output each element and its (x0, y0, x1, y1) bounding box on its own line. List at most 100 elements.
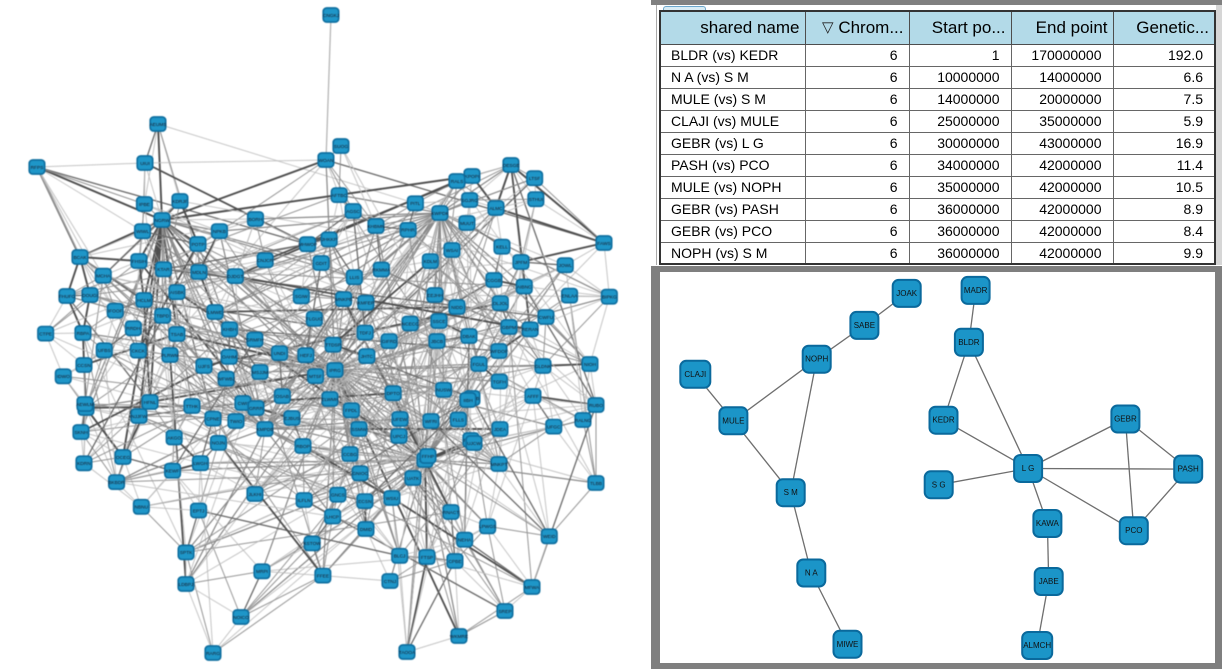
svg-text:WKMRE: WKMRE (450, 634, 468, 640)
svg-text:SREP: SREP (498, 609, 511, 615)
svg-text:JBCB: JBCB (431, 339, 443, 345)
svg-text:BCAK: BCAK (73, 255, 87, 261)
svg-text:RALNG: RALNG (575, 418, 592, 424)
svg-text:OLJOL: OLJOL (493, 301, 509, 307)
svg-text:L G: L G (1022, 464, 1035, 473)
svg-text:CKCK: CKCK (132, 348, 146, 354)
svg-text:WSAI: WSAI (446, 248, 458, 254)
svg-text:NPKB: NPKB (213, 229, 226, 235)
svg-text:DJDGT: DJDGT (227, 274, 243, 280)
svg-text:KHBH: KHBH (223, 327, 237, 333)
svg-text:TAOOA: TAOOA (399, 650, 416, 656)
svg-text:HEFJ: HEFJ (300, 353, 313, 359)
svg-text:RARG: RARG (206, 651, 220, 657)
svg-text:CWFU: CWFU (539, 315, 554, 321)
svg-text:WOAN: WOAN (319, 158, 334, 164)
svg-text:RUBO: RUBO (589, 403, 603, 409)
svg-text:CCSN: CCSN (77, 363, 91, 369)
svg-text:UJFS: UJFS (198, 364, 210, 370)
svg-text:NUSW: NUSW (436, 388, 451, 394)
svg-text:DPTO: DPTO (387, 391, 401, 397)
svg-text:UFEW: UFEW (393, 417, 408, 423)
svg-text:LDBPJ: LDBPJ (179, 582, 195, 588)
svg-text:JLKHI: JLKHI (248, 492, 261, 498)
svg-text:KELL: KELL (496, 245, 508, 251)
svg-text:TTDSP: TTDSP (325, 343, 341, 349)
svg-text:SGJRG: SGJRG (461, 198, 478, 204)
svg-text:MIWE: MIWE (837, 640, 859, 649)
svg-text:MULE: MULE (722, 416, 744, 425)
svg-text:GLDNK: GLDNK (535, 364, 552, 370)
svg-text:CNGKJ: CNGKJ (323, 13, 340, 19)
svg-text:MRPI: MRPI (256, 569, 268, 575)
svg-text:FLLS: FLLS (453, 417, 464, 423)
svg-text:BORH: BORH (248, 217, 262, 223)
svg-text:ECSN: ECSN (358, 499, 372, 505)
svg-text:JABE: JABE (1039, 577, 1059, 586)
svg-text:WFDOF: WFDOF (490, 349, 508, 355)
svg-text:OCEG: OCEG (116, 455, 130, 461)
svg-text:GRMFH: GRMFH (246, 337, 264, 343)
svg-text:BLDR: BLDR (958, 338, 980, 347)
svg-text:FFEE: FFEE (317, 573, 329, 579)
svg-text:AKGO: AKGO (167, 435, 181, 441)
svg-text:HFNL: HFNL (144, 400, 157, 406)
svg-text:JOAK: JOAK (896, 289, 918, 298)
svg-text:UPCJ: UPCJ (393, 434, 406, 440)
svg-text:KAWA: KAWA (1036, 519, 1060, 528)
svg-text:MADR: MADR (964, 286, 988, 295)
svg-text:OESGE: OESGE (502, 163, 519, 169)
svg-text:IFOOF: IFOOF (108, 309, 123, 315)
svg-text:LHCP: LHCP (326, 514, 339, 520)
svg-text:NEHA: NEHA (458, 538, 472, 544)
svg-text:NOJN: NOJN (212, 441, 226, 447)
svg-text:SABE: SABE (854, 321, 875, 330)
svg-text:WSIU: WSIU (386, 496, 399, 502)
svg-text:KHBMN: KHBMN (367, 224, 385, 230)
svg-text:GBPM: GBPM (502, 325, 516, 331)
svg-text:LWGH: LWGH (193, 461, 208, 467)
svg-text:ALMC: ALMC (489, 206, 503, 212)
svg-text:CCBG: CCBG (343, 452, 357, 458)
svg-text:ENLAA: ENLAA (562, 293, 579, 299)
svg-text:DMID: DMID (360, 527, 373, 533)
svg-text:FLGUG: FLGUG (306, 317, 323, 323)
svg-text:FPDL: FPDL (345, 408, 358, 414)
svg-text:LMWE: LMWE (208, 310, 222, 316)
svg-text:RFPS: RFPS (31, 165, 44, 171)
svg-text:CTPE: CTPE (39, 331, 52, 337)
svg-text:SSMW: SSMW (352, 427, 367, 433)
svg-text:NOPH: NOPH (805, 355, 828, 364)
svg-text:EPTJ: EPTJ (193, 508, 205, 514)
svg-text:AFTBC: AFTBC (331, 193, 347, 199)
svg-text:GNIOC: GNIOC (352, 471, 368, 477)
svg-text:RBPA: RBPA (77, 331, 91, 337)
svg-text:NCECC: NCECC (402, 321, 420, 327)
svg-text:RPHR: RPHR (401, 228, 415, 234)
svg-text:RKMMA: RKMMA (372, 267, 391, 273)
svg-text:FHSIH: FHSIH (132, 259, 147, 265)
svg-text:MCHA: MCHA (96, 274, 111, 280)
svg-text:GEBR: GEBR (1114, 415, 1137, 424)
svg-text:TBPD: TBPD (156, 314, 169, 320)
svg-text:KDLM: KDLM (424, 259, 437, 265)
svg-text:RBOP: RBOP (296, 444, 310, 450)
svg-text:OAHM: OAHM (222, 355, 236, 361)
svg-text:IDWO: IDWO (57, 374, 70, 380)
svg-text:FTSP: FTSP (421, 555, 433, 561)
svg-text:KMFEP: KMFEP (358, 301, 375, 307)
svg-text:CPNE: CPNE (206, 416, 219, 422)
svg-text:IIBH: IIBH (463, 398, 473, 404)
svg-text:ILFLN: ILFLN (298, 498, 312, 504)
svg-text:RALS: RALS (451, 179, 464, 185)
svg-text:AISBK: AISBK (170, 290, 185, 296)
svg-text:DBAK: DBAK (462, 334, 476, 340)
svg-text:SGIW: SGIW (295, 294, 308, 300)
svg-text:GRRR: GRRR (249, 406, 264, 412)
svg-text:KDRJF: KDRJF (172, 199, 188, 205)
svg-text:PASH: PASH (1178, 465, 1199, 474)
svg-text:STHUI: STHUI (529, 197, 543, 203)
svg-text:RERAN: RERAN (522, 327, 539, 333)
svg-text:KEDR: KEDR (932, 416, 954, 425)
svg-text:CWII: CWII (238, 401, 249, 407)
